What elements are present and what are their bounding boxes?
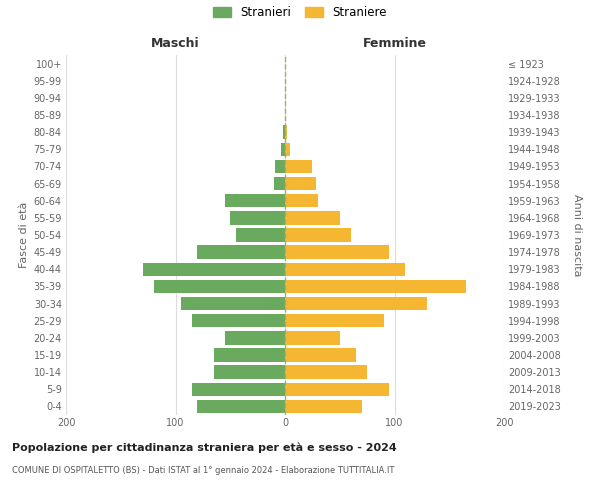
Bar bbox=[283, 126, 285, 139]
Bar bbox=[285, 142, 290, 156]
Bar bbox=[285, 228, 351, 241]
Bar bbox=[285, 280, 466, 293]
Bar bbox=[285, 246, 389, 259]
Bar bbox=[181, 297, 285, 310]
Text: Popolazione per cittadinanza straniera per età e sesso - 2024: Popolazione per cittadinanza straniera p… bbox=[12, 442, 397, 453]
Bar bbox=[285, 331, 340, 344]
Bar bbox=[285, 382, 389, 396]
Text: COMUNE DI OSPITALETTO (BS) - Dati ISTAT al 1° gennaio 2024 - Elaborazione TUTTIT: COMUNE DI OSPITALETTO (BS) - Dati ISTAT … bbox=[12, 466, 394, 475]
Bar bbox=[236, 228, 285, 241]
Bar bbox=[197, 246, 285, 259]
Bar bbox=[285, 314, 383, 328]
Bar bbox=[281, 142, 285, 156]
Bar bbox=[285, 160, 313, 173]
Bar bbox=[230, 211, 285, 224]
Bar bbox=[214, 348, 285, 362]
Bar bbox=[285, 400, 362, 413]
Y-axis label: Anni di nascita: Anni di nascita bbox=[572, 194, 582, 276]
Bar bbox=[274, 177, 285, 190]
Bar bbox=[192, 382, 285, 396]
Bar bbox=[143, 262, 285, 276]
Bar bbox=[285, 194, 318, 207]
Bar bbox=[225, 331, 285, 344]
Bar bbox=[275, 160, 285, 173]
Legend: Stranieri, Straniere: Stranieri, Straniere bbox=[213, 6, 387, 19]
Bar bbox=[192, 314, 285, 328]
Bar bbox=[214, 366, 285, 379]
Bar bbox=[225, 194, 285, 207]
Y-axis label: Fasce di età: Fasce di età bbox=[19, 202, 29, 268]
Bar bbox=[285, 262, 406, 276]
Bar bbox=[154, 280, 285, 293]
Bar bbox=[285, 211, 340, 224]
Text: Femmine: Femmine bbox=[362, 37, 427, 50]
Bar bbox=[285, 177, 316, 190]
Text: Maschi: Maschi bbox=[151, 37, 200, 50]
Bar bbox=[285, 366, 367, 379]
Bar bbox=[285, 126, 287, 139]
Bar bbox=[285, 297, 427, 310]
Bar bbox=[197, 400, 285, 413]
Bar bbox=[285, 348, 356, 362]
